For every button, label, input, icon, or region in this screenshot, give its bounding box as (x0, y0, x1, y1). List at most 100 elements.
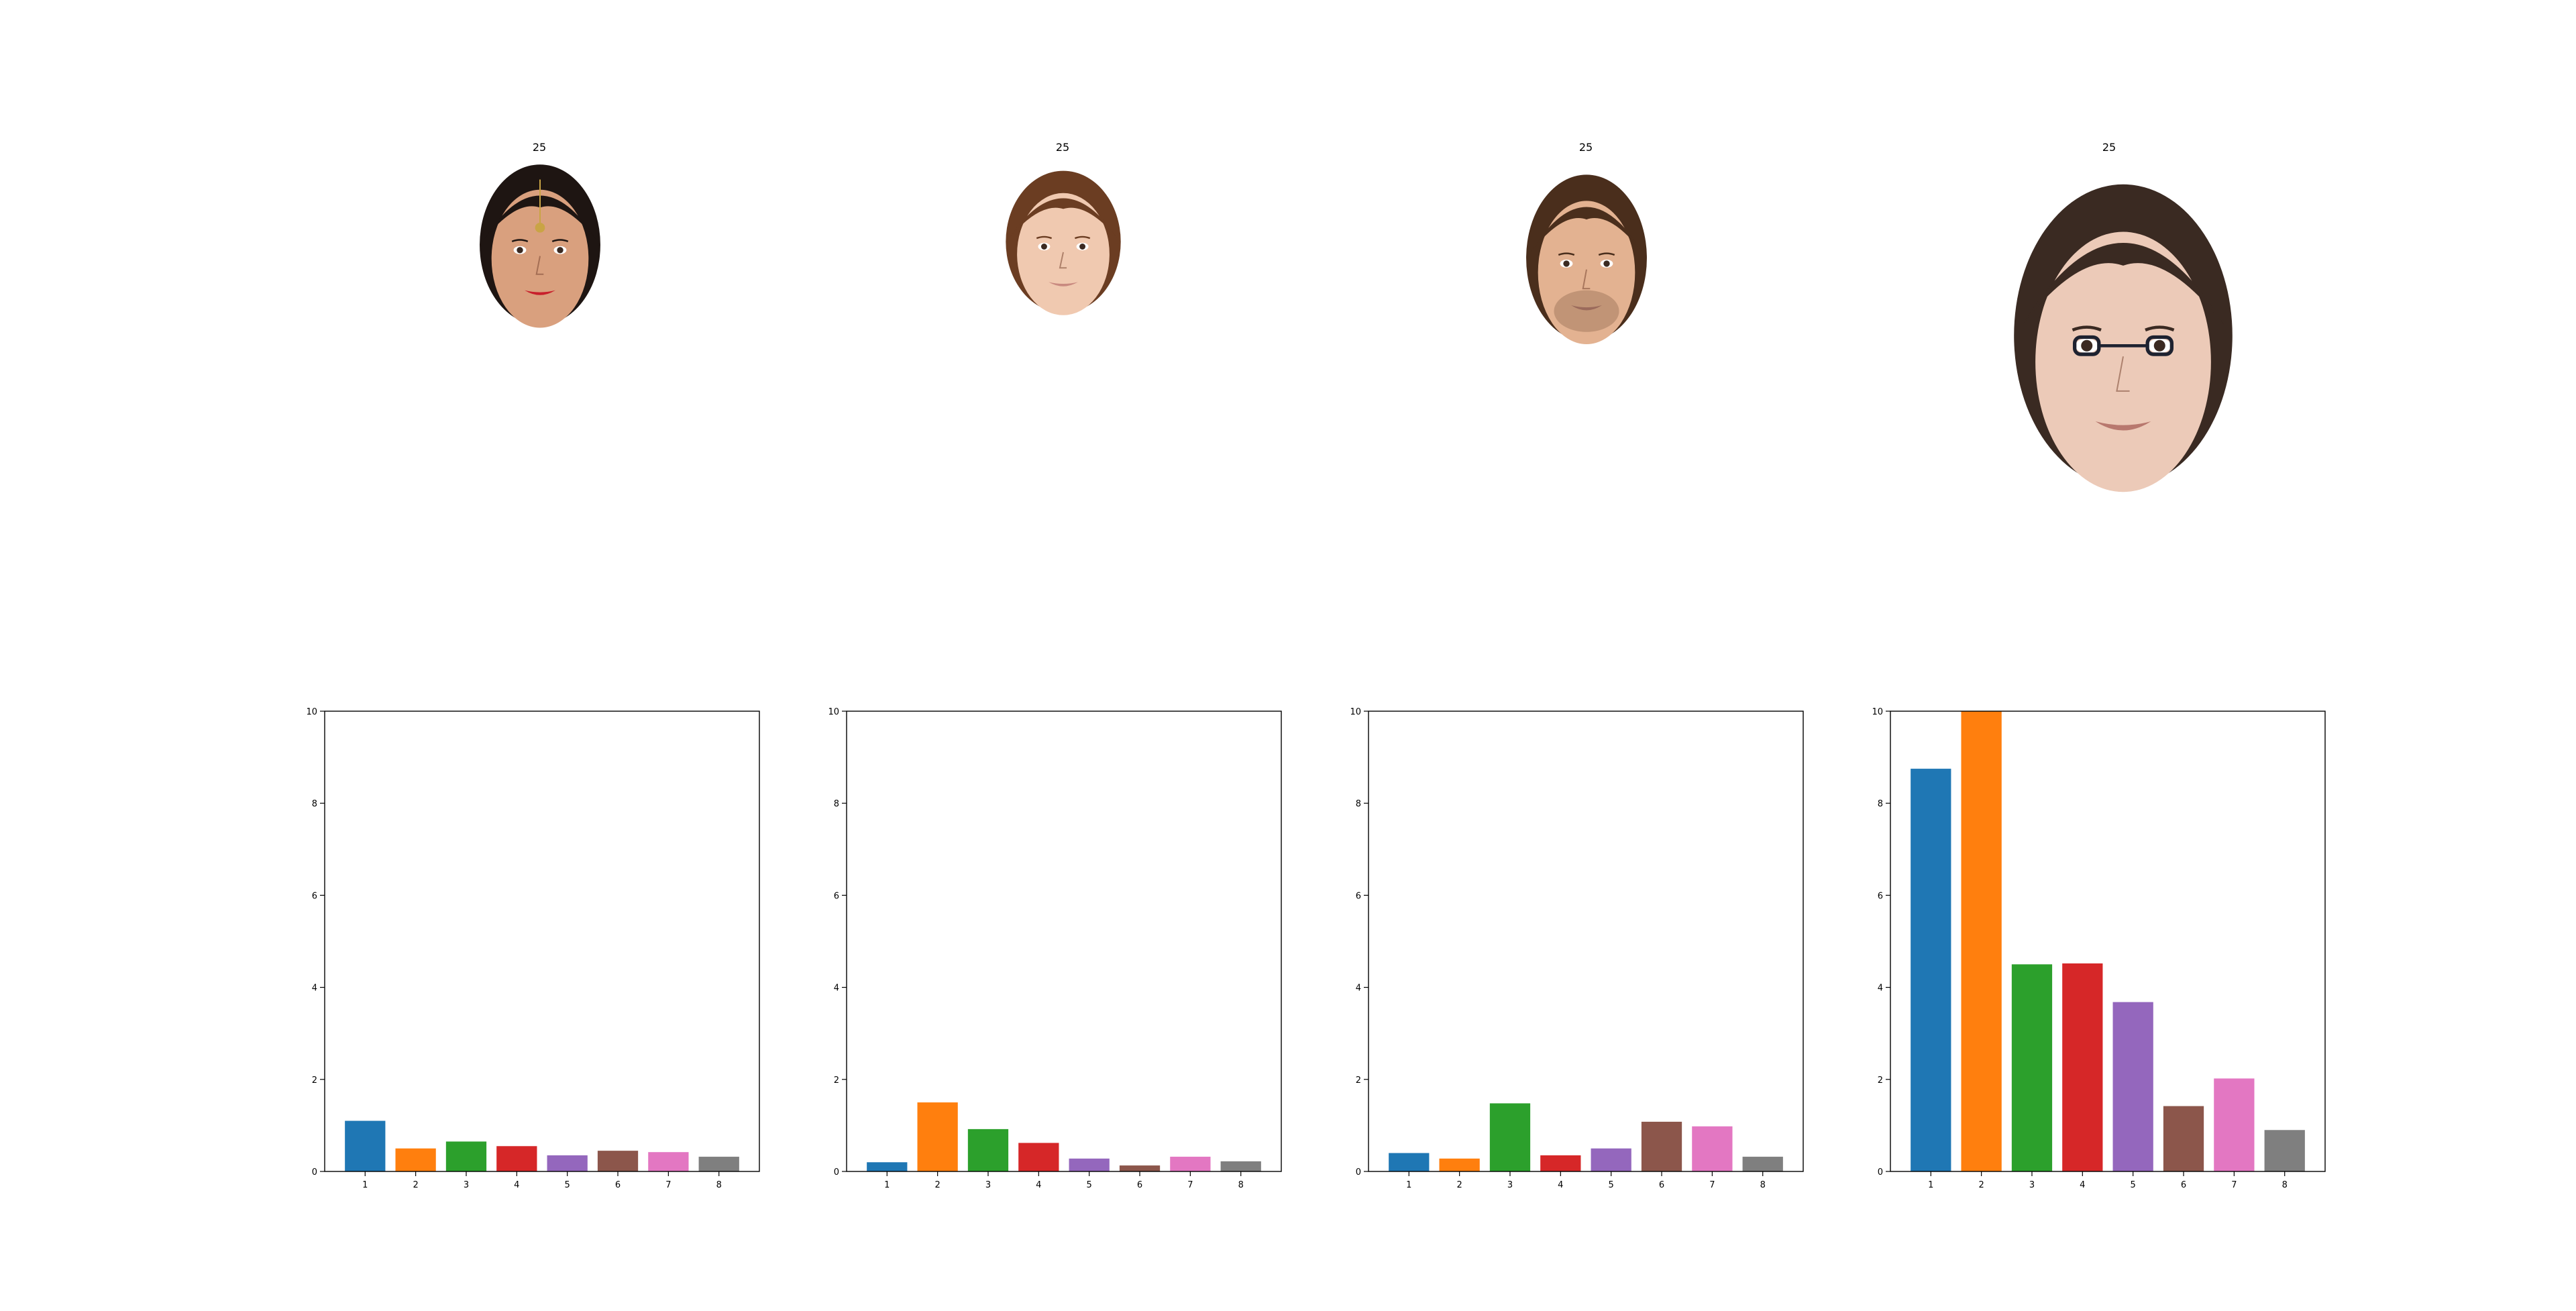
face-image-3 (1526, 174, 1647, 345)
bar-3 (445, 1141, 487, 1171)
hair-fringe (2021, 243, 2225, 326)
x-tick-label: 7 (1187, 1180, 1193, 1190)
y-tick-label: 8 (312, 799, 317, 809)
face-title-2: 25 (1055, 141, 1070, 154)
mouth (525, 290, 555, 295)
y-tick-label: 0 (1356, 1167, 1361, 1177)
brow-right (1598, 252, 1615, 256)
y-tick-label: 4 (1878, 984, 1883, 994)
x-tick-label: 8 (716, 1180, 722, 1190)
pupil-left (517, 247, 523, 254)
bar-4 (2062, 963, 2103, 1171)
y-tick-label: 8 (834, 799, 839, 809)
x-tick-label: 1 (1928, 1180, 1933, 1190)
bar-7 (2214, 1078, 2255, 1171)
pupil-right (557, 247, 564, 254)
bar-8 (698, 1157, 739, 1171)
mouth (1571, 305, 1602, 311)
brow-right (1074, 235, 1091, 240)
bar-6 (1641, 1121, 1682, 1171)
axes-frame (324, 711, 760, 1172)
x-tick-label: 6 (615, 1180, 621, 1190)
nose (535, 256, 544, 275)
bar-3 (1489, 1103, 1531, 1171)
y-tick-label: 10 (306, 707, 317, 717)
y-tick-label: 4 (834, 984, 839, 994)
bar-8 (2264, 1130, 2305, 1171)
bar-8 (1742, 1157, 1783, 1171)
x-tick-label: 8 (2282, 1180, 2288, 1190)
x-tick-label: 2 (413, 1180, 418, 1190)
y-tick-label: 6 (1878, 891, 1883, 901)
mouth (1049, 282, 1078, 286)
x-tick-label: 1 (1406, 1180, 1411, 1190)
face-title-1: 25 (532, 141, 547, 154)
bar-7 (1170, 1157, 1211, 1171)
x-tick-label: 7 (2231, 1180, 2237, 1190)
glasses-right-lens (2145, 335, 2174, 356)
x-tick-label: 3 (2029, 1180, 2035, 1190)
pupil-left (2081, 339, 2093, 352)
x-tick-label: 4 (1558, 1180, 1563, 1190)
face-title-4: 25 (2102, 141, 2116, 154)
bar-3 (967, 1129, 1009, 1171)
hair-fringe (1530, 207, 1643, 253)
pupil-right (1603, 260, 1610, 267)
x-tick-label: 3 (985, 1180, 991, 1190)
bar-chart-4: 1 2 3 4 5 6 7 8 0 2 4 6 8 10 (1872, 707, 2326, 1190)
axes-frame (846, 711, 1282, 1172)
bar-6 (2163, 1106, 2204, 1171)
bar-4 (1540, 1155, 1581, 1171)
y-tick-label: 8 (1356, 799, 1361, 809)
x-tick-label: 3 (464, 1180, 469, 1190)
bar-1 (1911, 768, 1951, 1171)
axes-frame (1368, 711, 1804, 1172)
y-tick-label: 2 (834, 1076, 839, 1086)
x-tick-label: 1 (362, 1180, 368, 1190)
face-image-4 (2014, 184, 2233, 492)
y-tick-label: 10 (1350, 707, 1361, 717)
nose (2116, 356, 2130, 392)
y-tick-label: 0 (312, 1167, 317, 1177)
x-tick-label: 4 (2080, 1180, 2085, 1190)
y-tick-label: 2 (312, 1076, 317, 1086)
bar-7 (1692, 1126, 1733, 1171)
brow-left (1036, 235, 1053, 240)
bar-2 (395, 1148, 436, 1171)
bar-5 (547, 1155, 588, 1171)
y-tick-label: 6 (1356, 891, 1361, 901)
stubble (1554, 290, 1619, 332)
brow-left (1558, 252, 1575, 256)
x-tick-label: 2 (1456, 1180, 1462, 1190)
y-tick-label: 4 (312, 984, 317, 994)
pupil-left (1040, 244, 1047, 250)
hair-fringe (484, 195, 596, 240)
bar-3 (2011, 964, 2053, 1171)
bar-1 (1389, 1153, 1430, 1171)
bar-1 (345, 1120, 386, 1171)
glasses-left-lens (2072, 335, 2101, 356)
y-tick-label: 0 (1878, 1167, 1883, 1177)
x-tick-label: 7 (1709, 1180, 1715, 1190)
y-tick-label: 6 (834, 891, 839, 901)
x-tick-label: 5 (1609, 1180, 1614, 1190)
bar-6 (597, 1151, 639, 1171)
face-image-1 (480, 164, 600, 328)
y-tick-label: 10 (1872, 707, 1883, 717)
nose (1059, 252, 1067, 269)
y-tick-label: 10 (828, 707, 839, 717)
hair-fringe (1010, 198, 1117, 238)
pupil-right (1079, 244, 1086, 250)
bar-4 (496, 1146, 537, 1171)
x-tick-label: 4 (1036, 1180, 1041, 1190)
bar-5 (1069, 1158, 1110, 1171)
x-tick-label: 1 (884, 1180, 890, 1190)
y-tick-label: 2 (1356, 1076, 1361, 1086)
y-tick-label: 6 (312, 891, 317, 901)
face-title-3: 25 (1578, 141, 1593, 154)
brow-right (2145, 325, 2175, 332)
x-tick-label: 6 (1659, 1180, 1664, 1190)
x-tick-label: 5 (1087, 1180, 1092, 1190)
bar-2 (917, 1102, 958, 1171)
